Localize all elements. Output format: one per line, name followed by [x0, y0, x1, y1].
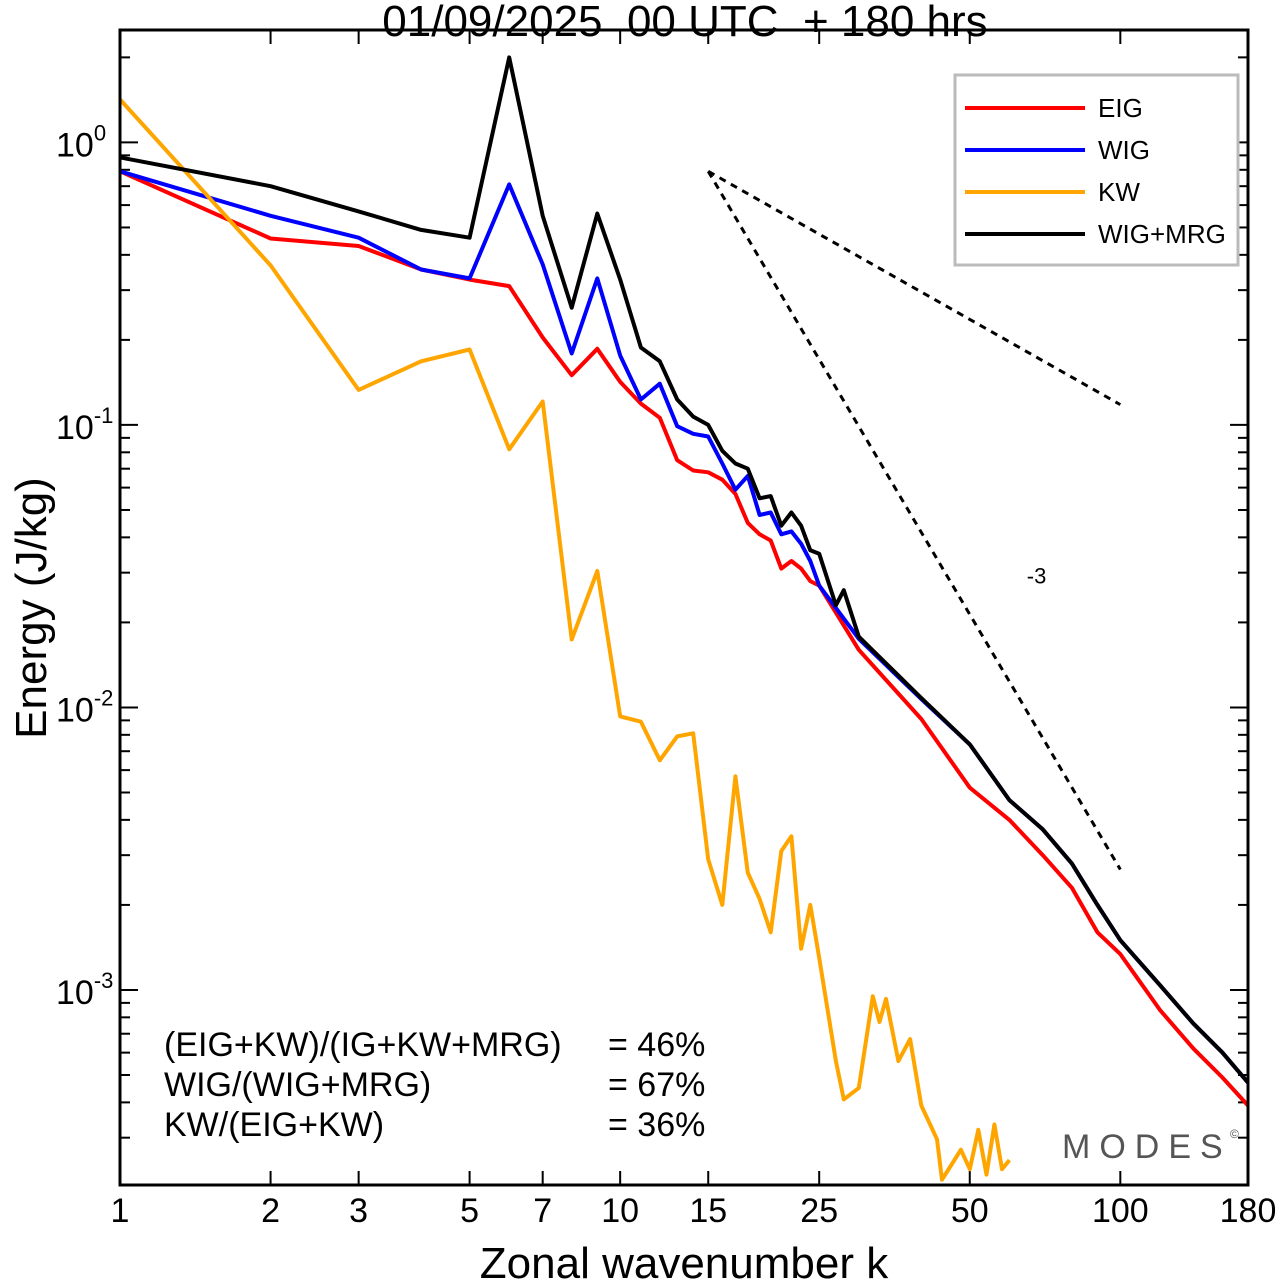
legend-label: WIG+MRG	[1098, 219, 1226, 249]
x-tick-label: 7	[533, 1192, 552, 1230]
annotation-label: KW/(EIG+KW)	[164, 1106, 384, 1144]
x-tick-label: 180	[1220, 1192, 1277, 1230]
annotation-value: = 36%	[608, 1106, 705, 1144]
annotation-label: (EIG+KW)/(IG+KW+MRG)	[164, 1026, 562, 1064]
x-tick-label: 1	[111, 1192, 130, 1230]
x-tick-label: 2	[261, 1192, 280, 1230]
legend-label: KW	[1098, 177, 1140, 207]
modes-watermark: MODES ©	[1062, 1127, 1239, 1166]
x-tick-labels: 1 2 3 5 7 10 15 25 50 100 180	[111, 1192, 1277, 1230]
series-line-wig	[120, 169, 1248, 1084]
plot-frame	[118, 28, 1250, 1187]
y-tick-label: 100	[56, 120, 106, 164]
x-tick-label: 15	[689, 1192, 727, 1230]
x-tick-label: 25	[800, 1192, 838, 1230]
x-axis-label: Zonal wavenumber k	[480, 1239, 889, 1281]
y-axis-label: Energy (J/kg)	[7, 477, 56, 739]
y-tick-label: 10-3	[56, 968, 113, 1012]
reference-slope-line	[707, 170, 1122, 406]
y-tick-label: 10-1	[56, 403, 113, 447]
series-line-wig-mrg	[120, 55, 1248, 1084]
x-tick-label: 100	[1092, 1192, 1149, 1230]
series-line-kw	[120, 98, 1011, 1182]
y-tick-label: 10-2	[56, 685, 113, 729]
annotation-label: WIG/(WIG+MRG)	[164, 1066, 431, 1104]
reference-slope-line	[706, 170, 1122, 871]
x-tick-label: 3	[349, 1192, 368, 1230]
watermark-copyright: ©	[1230, 1127, 1239, 1141]
series-line-eig	[120, 169, 1248, 1107]
x-tick-label: 5	[460, 1192, 479, 1230]
x-tick-label: 50	[951, 1192, 989, 1230]
chart-title: 01/09/2025 00 UTC + 180 hrs	[382, 0, 987, 46]
reference-slope-label: -3	[1027, 563, 1047, 588]
series-group: -5/3-3	[120, 55, 1248, 1182]
ratio-annotations: (EIG+KW)/(IG+KW+MRG) = 46% WIG/(WIG+MRG) = …	[164, 1026, 705, 1144]
y-tick-labels: 100 10-1 10-2 10-3	[56, 120, 113, 1012]
annotation-value: = 46%	[608, 1026, 705, 1064]
annotation-value: = 67%	[608, 1066, 705, 1104]
x-tick-label: 10	[601, 1192, 639, 1230]
legend-label: WIG	[1098, 135, 1150, 165]
legend-label: EIG	[1098, 93, 1143, 123]
watermark-text: MODES	[1062, 1128, 1232, 1166]
axis-ticks	[119, 30, 1249, 1185]
legend: EIG WIG KW WIG+MRG	[953, 73, 1240, 267]
